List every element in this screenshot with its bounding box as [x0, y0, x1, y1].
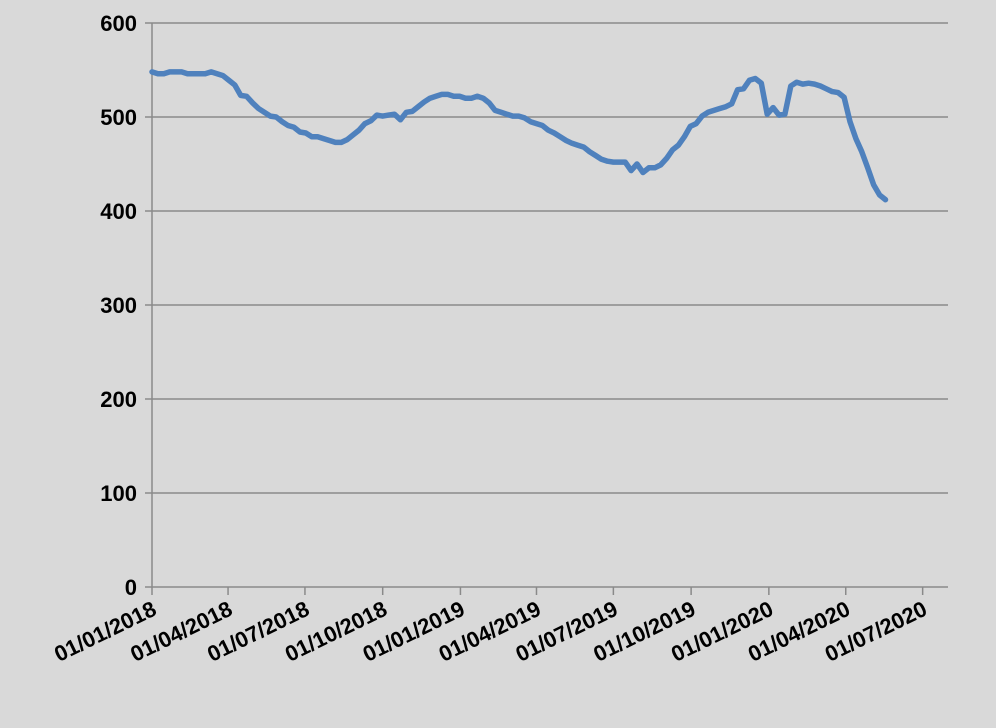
y-tick-label: 200	[100, 387, 137, 412]
y-tick-label: 400	[100, 199, 137, 224]
series-layer	[149, 69, 889, 203]
gridlines	[152, 22, 948, 494]
y-tick-label: 100	[100, 481, 137, 506]
y-tick-label: 500	[100, 105, 137, 130]
axes	[145, 22, 948, 595]
series-line	[149, 69, 889, 203]
y-axis-tick-labels: 0 100 200 300 400 500 600	[100, 11, 137, 600]
y-tick-label: 600	[100, 11, 137, 36]
y-tick-label: 300	[100, 293, 137, 318]
x-axis-tick-labels: 01/01/201801/04/201801/07/201801/10/2018…	[50, 596, 931, 667]
y-tick-label: 0	[125, 575, 137, 600]
